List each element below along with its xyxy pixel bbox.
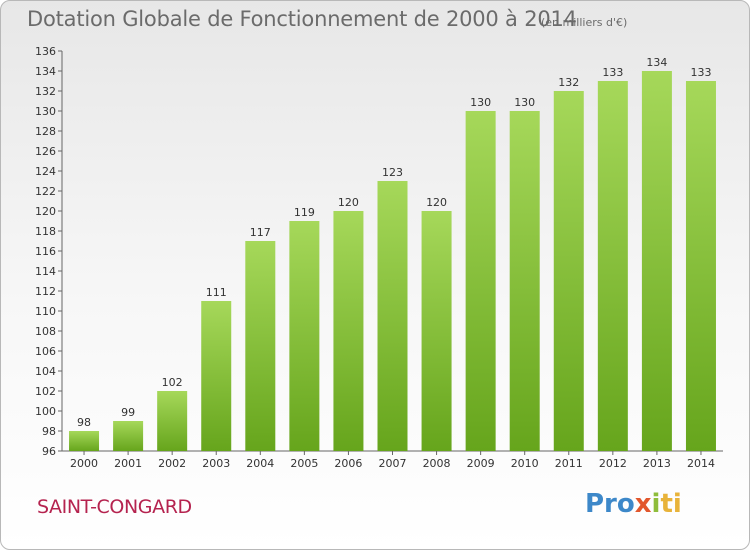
bar	[113, 421, 144, 451]
y-tick-label: 122	[35, 185, 56, 198]
bar-value-label: 120	[426, 196, 447, 209]
y-tick-label: 126	[35, 145, 56, 158]
x-tick-label: 2007	[379, 457, 407, 470]
chart-bars: 98 99 102 111 117 119 120 123 120 130 130 132 133 134…	[69, 56, 716, 451]
bar	[333, 211, 364, 451]
bar	[421, 211, 452, 451]
x-tick-label: 2013	[643, 457, 671, 470]
bar-value-label: 99	[121, 406, 135, 419]
bar-value-label: 120	[338, 196, 359, 209]
bar-value-label: 133	[690, 66, 711, 79]
y-tick-label: 120	[35, 205, 56, 218]
x-tick-label: 2004	[246, 457, 274, 470]
bar	[553, 91, 584, 451]
x-tick-label: 2008	[423, 457, 451, 470]
bar-value-label: 123	[382, 166, 403, 179]
bar-value-label: 130	[470, 96, 491, 109]
y-tick-label: 96	[42, 445, 56, 458]
chart-title: Dotation Globale de Fonctionnement de 20…	[27, 7, 577, 31]
x-tick-label: 2002	[158, 457, 186, 470]
bar-value-label: 98	[77, 416, 91, 429]
y-tick-label: 124	[35, 165, 56, 178]
bar-value-label: 133	[602, 66, 623, 79]
bar	[69, 431, 100, 451]
bar-value-label: 119	[294, 206, 315, 219]
y-tick-label: 108	[35, 325, 56, 338]
bar	[289, 221, 320, 451]
y-tick-label: 102	[35, 385, 56, 398]
y-tick-label: 110	[35, 305, 56, 318]
y-tick-label: 98	[42, 425, 56, 438]
x-tick-label: 2011	[555, 457, 583, 470]
bar-value-label: 134	[646, 56, 667, 69]
bar	[157, 391, 188, 451]
x-tick-label: 2005	[290, 457, 318, 470]
bar-value-label: 132	[558, 76, 579, 89]
bar	[377, 181, 408, 451]
bar-value-label: 117	[250, 226, 271, 239]
y-tick-label: 134	[35, 65, 56, 78]
bar	[465, 111, 496, 451]
bar-value-label: 111	[206, 286, 227, 299]
bar-value-label: 130	[514, 96, 535, 109]
y-tick-label: 130	[35, 105, 56, 118]
x-tick-label: 2001	[114, 457, 142, 470]
y-tick-label: 112	[35, 285, 56, 298]
y-tick-label: 136	[35, 45, 56, 58]
y-tick-label: 132	[35, 85, 56, 98]
chart-axes: 96 98 100 102 104 106 108 110 112 114 116 118 120 122…	[35, 45, 723, 470]
y-tick-label: 114	[35, 265, 56, 278]
y-tick-label: 100	[35, 405, 56, 418]
y-tick-label: 106	[35, 345, 56, 358]
x-tick-label: 2012	[599, 457, 627, 470]
bar	[641, 71, 672, 451]
bar	[685, 81, 716, 451]
x-tick-label: 2006	[334, 457, 362, 470]
x-tick-label: 2009	[467, 457, 495, 470]
x-tick-label: 2010	[511, 457, 539, 470]
y-tick-label: 128	[35, 125, 56, 138]
chart-unit-subtitle: (en milliers d'€)	[541, 16, 628, 29]
x-tick-label: 2003	[202, 457, 230, 470]
bar	[201, 301, 232, 451]
x-tick-label: 2000	[70, 457, 98, 470]
x-tick-label: 2014	[687, 457, 715, 470]
y-tick-label: 104	[35, 365, 56, 378]
bar	[509, 111, 540, 451]
bar	[597, 81, 628, 451]
commune-name: SAINT-CONGARD	[37, 496, 192, 518]
y-tick-label: 118	[35, 225, 56, 238]
y-tick-label: 116	[35, 245, 56, 258]
proxiti-logo[interactable]: Proxiti	[585, 489, 682, 519]
bar	[245, 241, 276, 451]
bar-value-label: 102	[162, 376, 183, 389]
